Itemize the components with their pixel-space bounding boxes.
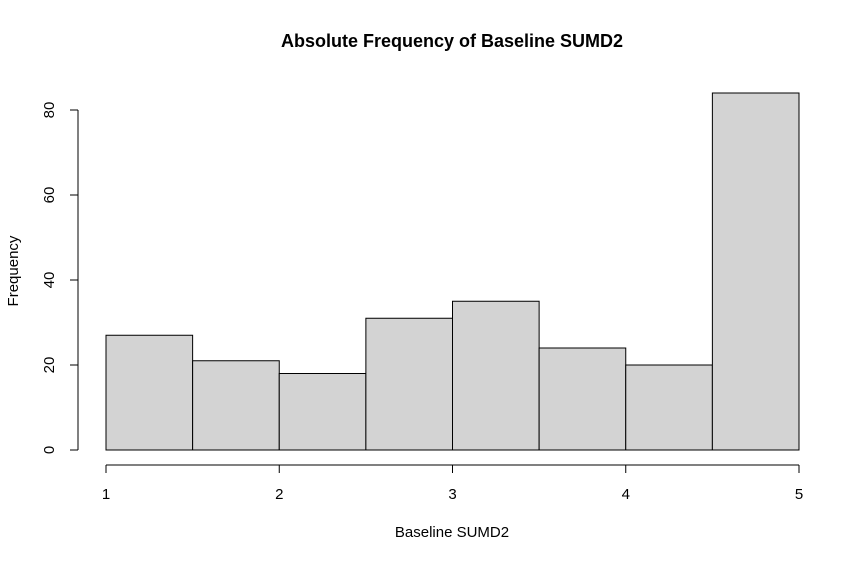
bars-group	[105, 92, 800, 451]
x-tick-label-5: 5	[795, 486, 803, 503]
y-axis-label: Frequency	[5, 235, 22, 306]
y-tick-label-40: 40	[41, 272, 58, 289]
bar-1	[105, 334, 194, 451]
x-tick-label-4: 4	[622, 486, 630, 503]
y-tick-label-20: 20	[41, 357, 58, 374]
y-axis: 0 20 40 60 80	[41, 102, 79, 454]
bar-6	[538, 347, 627, 451]
x-tick-label-1: 1	[102, 486, 110, 503]
x-tick-label-2: 2	[275, 486, 283, 503]
bar-7	[625, 364, 713, 451]
y-tick-label-0: 0	[41, 446, 58, 454]
x-axis-label: Baseline SUMD2	[395, 524, 509, 541]
bar-5	[452, 300, 540, 451]
bar-2	[192, 360, 280, 451]
y-tick-label-60: 60	[41, 187, 58, 204]
x-axis: 1 2 3 4 5	[102, 464, 803, 503]
chart-title: Absolute Frequency of Baseline SUMD2	[281, 31, 623, 51]
y-tick-label-80: 80	[41, 102, 58, 119]
bar-3	[278, 373, 367, 451]
x-tick-label-3: 3	[448, 486, 456, 503]
bar-8	[711, 92, 800, 451]
bar-4	[365, 317, 453, 451]
